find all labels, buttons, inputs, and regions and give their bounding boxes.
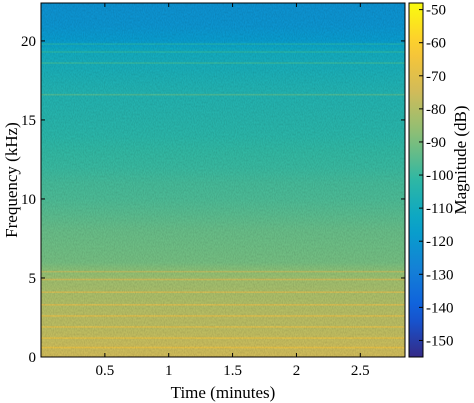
x-tick-label: 2 <box>293 363 301 379</box>
x-tick-label: 0.5 <box>95 363 114 379</box>
colorbar-tick-label: -130 <box>426 267 454 283</box>
colorbar-tick-label: -50 <box>426 3 446 19</box>
x-tick-label: 1.5 <box>223 363 242 379</box>
x-tick-label: 2.5 <box>351 363 370 379</box>
spectrogram-noise-texture <box>41 3 405 357</box>
y-axis: 0 5 10 15 20 <box>21 34 405 366</box>
colorbar-frame <box>408 2 424 358</box>
colorbar-tick-label: -140 <box>426 300 454 316</box>
colorbar-tick-label: -100 <box>426 168 454 184</box>
plot-axes-frame <box>40 2 406 358</box>
colorbar-tick-label: -70 <box>426 69 446 85</box>
colorbar-ticks: -50 -60 -70 -80 -90 -100 -110 -120 -130 -140 -150 <box>419 3 454 349</box>
y-tick-label: 15 <box>21 113 36 129</box>
colorbar-tick-label: -60 <box>426 36 446 52</box>
x-tick-label: 1 <box>165 363 173 379</box>
colorbar-tick-label: -150 <box>426 333 454 349</box>
spectrogram-heatmap <box>41 3 405 357</box>
y-tick-label: 0 <box>29 350 37 366</box>
colorbar-tick-label: -80 <box>426 102 446 118</box>
y-tick-label: 20 <box>21 34 36 50</box>
colorbar-fill <box>409 3 423 357</box>
y-axis-title: Frequency (kHz) <box>2 122 21 238</box>
colorbar: -50 -60 -70 -80 -90 -100 -110 -120 -130 -140 -150 <box>408 2 454 358</box>
x-axis: 0.5 1 1.5 2 2.5 <box>95 3 370 379</box>
y-tick-label: 5 <box>29 271 37 287</box>
x-axis-title: Time (minutes) <box>171 383 276 402</box>
colorbar-tick-label: -120 <box>426 234 454 250</box>
y-tick-label: 10 <box>21 192 36 208</box>
colorbar-title: Magnitude (dB) <box>451 105 470 214</box>
colorbar-tick-label: -110 <box>426 201 453 217</box>
colorbar-tick-label: -90 <box>426 135 446 151</box>
